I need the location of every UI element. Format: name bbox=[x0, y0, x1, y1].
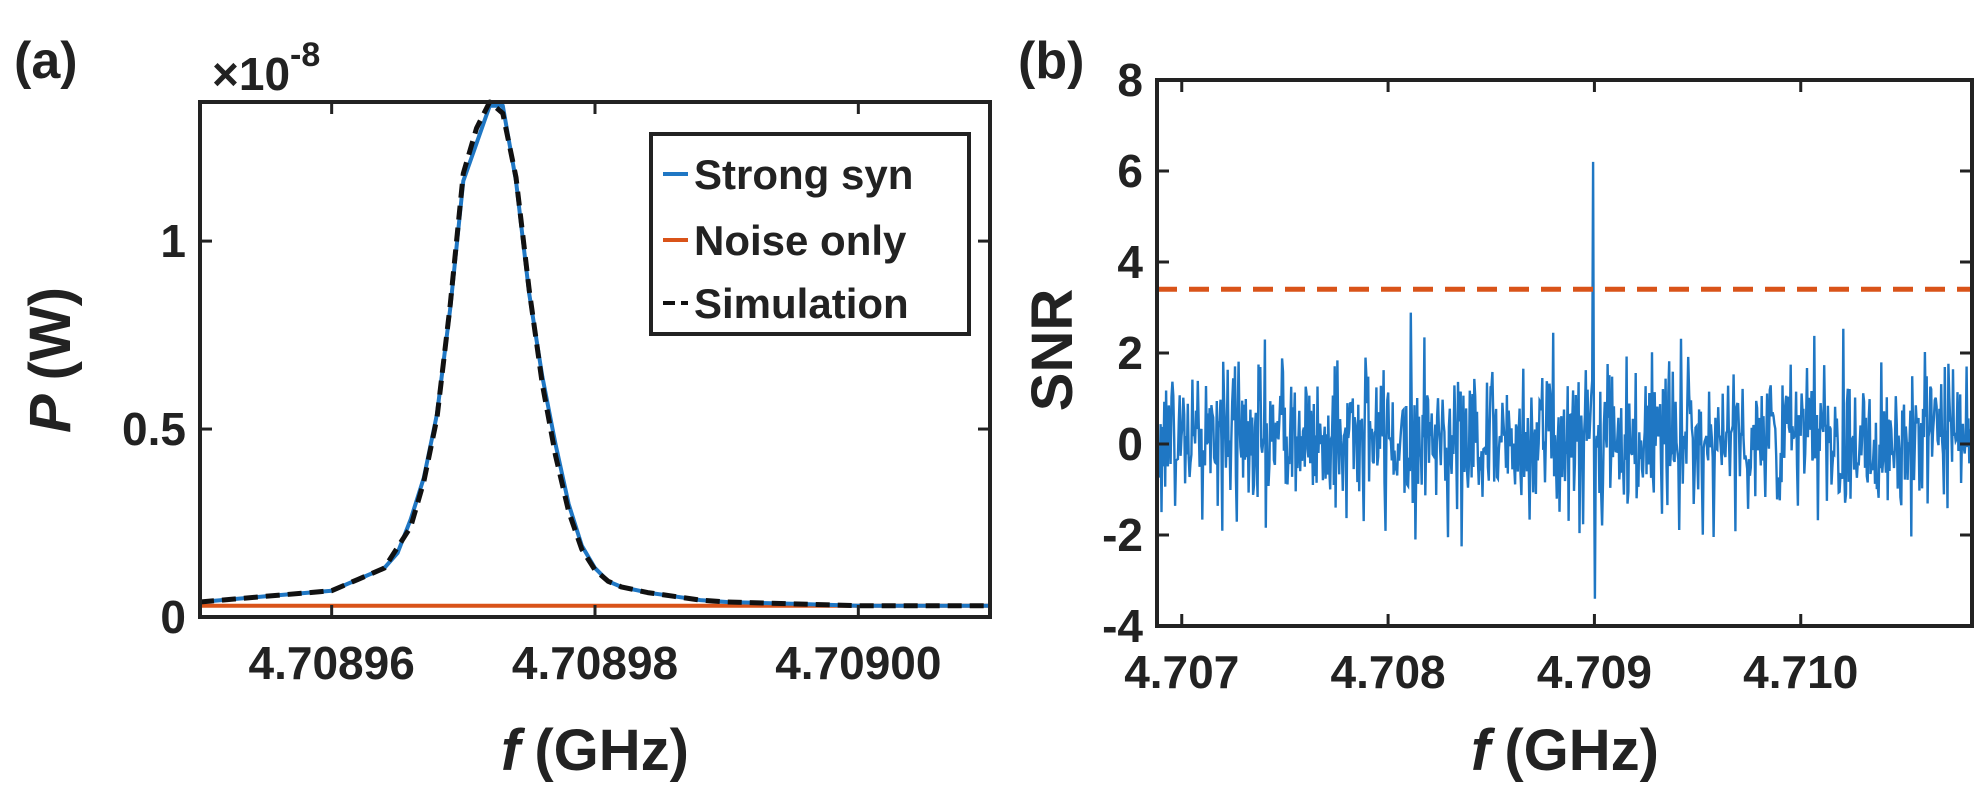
panel-a-x-tick-label: 4.70896 bbox=[249, 637, 415, 689]
panel-a-label: (a) bbox=[14, 32, 78, 90]
series-line-simulation bbox=[199, 99, 990, 609]
panel-b-y-tick-label: 6 bbox=[1117, 145, 1143, 197]
panel-a-x-tick-label: 4.70898 bbox=[512, 637, 678, 689]
panel-b-y-tick-label: 4 bbox=[1117, 236, 1143, 288]
panel-a-legend-box bbox=[649, 132, 971, 336]
panel-b-label: (b) bbox=[1018, 32, 1084, 90]
panel-a-y-axis-symbol: P bbox=[18, 394, 83, 433]
legend-label-simulation: Simulation bbox=[694, 280, 909, 327]
panel-a-y-tick-label: 0.5 bbox=[122, 403, 186, 455]
panel-a-ticks: 4.70896 4.70898 4.70900 0 0.5 1 bbox=[122, 102, 990, 689]
panel-b-y-tick-label: 2 bbox=[1117, 327, 1143, 379]
panel-b-y-tick-label: 0 bbox=[1117, 418, 1143, 470]
panel-a-x-tick-label: 4.70900 bbox=[775, 637, 941, 689]
panel-a: (a) ×10-8 4.70896 4.70898 4.70900 0 0.5 1 Str… bbox=[14, 32, 992, 783]
panel-a-exponent-base: ×10 bbox=[212, 48, 290, 100]
panel-a-y-tick-label: 0 bbox=[160, 591, 186, 643]
panel-a-y-axis-label: P (W) bbox=[18, 287, 83, 433]
panel-b-y-tick-label: 8 bbox=[1117, 54, 1143, 106]
panel-a-axes-frame bbox=[198, 100, 992, 619]
panel-b-ticks: 4.707 4.708 4.709 4.710 -4 -2 0 2 4 6 8 bbox=[1102, 54, 1972, 698]
panel-b-axes-frame bbox=[1155, 78, 1974, 628]
panel-a-x-axis-unit: (GHz) bbox=[534, 718, 689, 783]
panel-a-y-tick-label: 1 bbox=[160, 215, 186, 267]
panel-a-exponent-multiplier: ×10-8 bbox=[212, 36, 320, 100]
panel-b-x-tick-label: 4.709 bbox=[1537, 646, 1652, 698]
series-line-snr bbox=[1155, 161, 1974, 599]
panel-b-y-axis-label: SNR bbox=[1020, 289, 1085, 411]
panel-b-x-axis-unit: (GHz) bbox=[1504, 718, 1659, 783]
panel-b-x-tick-label: 4.708 bbox=[1331, 646, 1446, 698]
panel-a-y-axis-unit: (W) bbox=[18, 287, 83, 380]
panel-b-plot-area bbox=[1155, 161, 1974, 599]
panel-a-exponent-power: -8 bbox=[290, 36, 320, 74]
panel-b-y-tick-label: -2 bbox=[1102, 509, 1143, 561]
panel-b-y-tick-label: -4 bbox=[1102, 600, 1143, 652]
panel-a-legend: Strong syn Noise only Simulation bbox=[649, 132, 971, 336]
legend-label-noise-only: Noise only bbox=[694, 217, 907, 264]
legend-label-strong-syn: Strong syn bbox=[694, 151, 913, 198]
panel-b-x-tick-label: 4.707 bbox=[1124, 646, 1239, 698]
panel-b-x-tick-label: 4.710 bbox=[1743, 646, 1858, 698]
